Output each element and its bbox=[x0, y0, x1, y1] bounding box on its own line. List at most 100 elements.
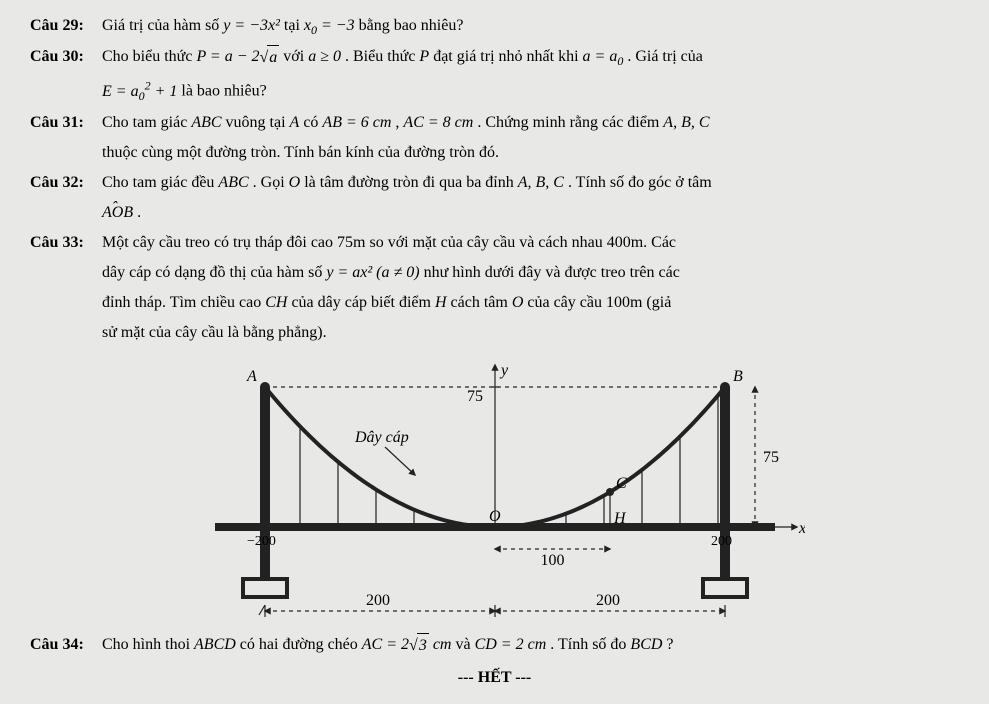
q31-text-c: có bbox=[303, 114, 322, 131]
q34-ABCD: ABCD bbox=[194, 636, 236, 653]
q32-label: Câu 32: bbox=[30, 171, 102, 195]
q32-text-b: . Gọi bbox=[253, 174, 289, 191]
q29-eq2-pre: x bbox=[304, 17, 311, 34]
sqrt-sym-2: √ bbox=[409, 634, 418, 658]
q33-line4: sử mặt của cây cầu là bằng phẳng). bbox=[102, 321, 959, 345]
svg-text:75: 75 bbox=[763, 449, 779, 466]
q32-text-d: . Tính số đo góc ở tâm bbox=[568, 174, 712, 191]
svg-text:75: 75 bbox=[467, 388, 483, 405]
q34-text-c: và bbox=[455, 636, 474, 653]
svg-text:200: 200 bbox=[596, 592, 620, 609]
q31-ABC: ABC bbox=[191, 114, 221, 131]
q33-l3c: cách tâm bbox=[451, 294, 512, 311]
q31-pts: A, B, C bbox=[663, 114, 709, 131]
q30-eq3-sub: 0 bbox=[617, 54, 623, 68]
q30-text-e: . Giá trị của bbox=[627, 48, 703, 65]
q34-text-b: có hai đường chéo bbox=[240, 636, 362, 653]
svg-text:200: 200 bbox=[711, 534, 732, 549]
q30-P: P bbox=[419, 48, 429, 65]
q33: Câu 33: Một cây cầu treo có trụ tháp đôi… bbox=[30, 231, 959, 255]
q31-text-b: vuông tại bbox=[226, 114, 290, 131]
q29: Câu 29: Giá trị của hàm số y = −3x² tại … bbox=[30, 14, 959, 39]
q33-l2eq: y = ax² (a ≠ 0) bbox=[326, 264, 419, 281]
q31: Câu 31: Cho tam giác ABC vuông tại A có … bbox=[30, 111, 959, 135]
q31-text-e: . Chứng minh rằng các điểm bbox=[477, 114, 663, 131]
q34-eq1b: cm bbox=[429, 636, 452, 653]
q33-O: O bbox=[512, 294, 524, 311]
q29-body: Giá trị của hàm số y = −3x² tại x0 = −3 … bbox=[102, 14, 959, 39]
end-marker: --- HẾT --- bbox=[30, 666, 959, 690]
svg-text:Dây cáp: Dây cáp bbox=[354, 429, 409, 446]
q30-l2c: là bao nhiêu? bbox=[181, 83, 266, 100]
q34-eq1-rad: 3 bbox=[419, 637, 427, 654]
q30-l2b: + 1 bbox=[151, 83, 178, 100]
q33-line2: dây cáp có dạng đồ thị của hàm số y = ax… bbox=[102, 261, 959, 285]
svg-text:200: 200 bbox=[366, 592, 390, 609]
q33-l3d: của cây cầu 100m (giả bbox=[527, 294, 671, 311]
q31-eq2: AC = 8 cm bbox=[403, 114, 473, 131]
q34-body: Cho hình thoi ABCD có hai đường chéo AC … bbox=[102, 633, 959, 658]
q32-l2-pre: A bbox=[102, 204, 112, 221]
q33-line3: đỉnh tháp. Tìm chiều cao CH của dây cáp … bbox=[102, 291, 959, 315]
q30-eq2: a ≥ 0 bbox=[308, 48, 341, 65]
q32-l2-mid: O bbox=[112, 204, 124, 221]
sqrt-sym: √ bbox=[260, 46, 269, 70]
svg-text:H: H bbox=[613, 510, 627, 527]
q30-line2: E = a02 + 1 là bao nhiêu? bbox=[102, 76, 959, 105]
q33-H: H bbox=[435, 294, 447, 311]
q33-l2a: dây cáp có dạng đồ thị của hàm số bbox=[102, 264, 326, 281]
q32-line2: AÔB . bbox=[102, 201, 959, 225]
svg-text:A: A bbox=[246, 368, 257, 385]
q30-eq1-rad: a bbox=[269, 49, 277, 66]
q29-eq1: y = −3x² bbox=[223, 17, 280, 34]
q33-CH: CH bbox=[265, 294, 287, 311]
q33-l2b: như hình dưới đây và được treo trên các bbox=[424, 264, 680, 281]
q31-body: Cho tam giác ABC vuông tại A có AB = 6 c… bbox=[102, 111, 959, 135]
q32-ABC: ABC bbox=[218, 174, 248, 191]
q34-eq1a: AC = 2 bbox=[362, 636, 409, 653]
q30-text-b: với bbox=[283, 48, 308, 65]
q32-pts: A, B, C bbox=[518, 174, 564, 191]
q33-l3b: của dây cáp biết điểm bbox=[291, 294, 435, 311]
q33-body: Một cây cầu treo có trụ tháp đôi cao 75m… bbox=[102, 231, 959, 255]
q33-label: Câu 33: bbox=[30, 231, 102, 255]
q30-text-a: Cho biểu thức bbox=[102, 48, 196, 65]
bridge-diagram: x y A B 75 O C H Dây cáp −200 200 100 200 200 75 bbox=[185, 357, 805, 617]
svg-text:y: y bbox=[499, 362, 509, 379]
svg-text:B: B bbox=[733, 368, 743, 385]
q30-text-c: . Biểu thức bbox=[345, 48, 419, 65]
svg-text:O: O bbox=[489, 508, 501, 525]
q30-body: Cho biểu thức P = a − 2√a với a ≥ 0 . Bi… bbox=[102, 45, 959, 70]
q30: Câu 30: Cho biểu thức P = a − 2√a với a … bbox=[30, 45, 959, 70]
q31-text-a: Cho tam giác bbox=[102, 114, 191, 131]
q31-label: Câu 31: bbox=[30, 111, 102, 135]
svg-text:100: 100 bbox=[540, 552, 564, 569]
q34-text-d: . Tính số đo bbox=[550, 636, 630, 653]
q30-eq1a: P = a − 2 bbox=[196, 48, 259, 65]
q32-l2-post: B bbox=[123, 204, 133, 221]
q29-eq2-post: = −3 bbox=[317, 17, 355, 34]
q34: Câu 34: Cho hình thoi ABCD có hai đường … bbox=[30, 633, 959, 658]
q30-text-d: đạt giá trị nhỏ nhất khi bbox=[433, 48, 582, 65]
q32: Câu 32: Cho tam giác đều ABC . Gọi O là … bbox=[30, 171, 959, 195]
q31-eq1: AB = 6 cm bbox=[322, 114, 391, 131]
q31-A: A bbox=[290, 114, 300, 131]
q33-l3a: đỉnh tháp. Tìm chiều cao bbox=[102, 294, 265, 311]
q32-O: O bbox=[289, 174, 301, 191]
q34-BCD: BCD bbox=[630, 636, 662, 653]
q32-text-a: Cho tam giác đều bbox=[102, 174, 218, 191]
q32-body: Cho tam giác đều ABC . Gọi O là tâm đườn… bbox=[102, 171, 959, 195]
q30-l2a: E = a bbox=[102, 83, 139, 100]
q29-text-a: Giá trị của hàm số bbox=[102, 17, 223, 34]
svg-text:x: x bbox=[798, 520, 805, 537]
q30-label: Câu 30: bbox=[30, 45, 102, 69]
q34-label: Câu 34: bbox=[30, 633, 102, 657]
svg-text:−200: −200 bbox=[247, 534, 276, 549]
q34-text-a: Cho hình thoi bbox=[102, 636, 194, 653]
q30-eq3-pre: a = a bbox=[583, 48, 618, 65]
svg-text:C: C bbox=[616, 475, 627, 492]
q29-text-b: tại bbox=[284, 17, 304, 34]
q29-text-c: bằng bao nhiêu? bbox=[359, 17, 464, 34]
q29-label: Câu 29: bbox=[30, 14, 102, 38]
q32-text-c: là tâm đường tròn đi qua ba đỉnh bbox=[304, 174, 518, 191]
